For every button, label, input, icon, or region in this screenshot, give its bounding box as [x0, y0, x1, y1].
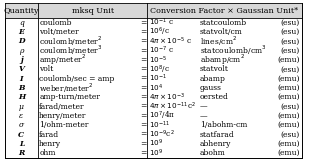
Text: j: j [20, 56, 23, 64]
Text: $10^{-1}$: $10^{-1}$ [149, 73, 168, 84]
Text: V: V [19, 65, 24, 73]
Text: =: = [140, 65, 147, 73]
Text: $10^{-1}$ c: $10^{-1}$ c [149, 17, 174, 28]
Text: lines/cm$^2$: lines/cm$^2$ [200, 35, 237, 48]
Text: ohm: ohm [39, 149, 56, 157]
Text: abhenry: abhenry [200, 140, 231, 148]
Text: =: = [140, 103, 147, 111]
Text: (esu): (esu) [280, 38, 300, 45]
Text: I: I [19, 75, 23, 83]
Text: ρ: ρ [19, 47, 24, 55]
Text: statvolt: statvolt [200, 65, 229, 73]
Text: =: = [140, 149, 147, 157]
Text: 1/ohm-meter: 1/ohm-meter [39, 121, 89, 129]
Text: $10^4$: $10^4$ [149, 82, 164, 94]
Text: abamp/cm$^2$: abamp/cm$^2$ [200, 53, 245, 67]
Text: (emu): (emu) [277, 56, 300, 64]
Text: $10^8$/c: $10^8$/c [149, 63, 170, 76]
Text: coulomb: coulomb [39, 19, 72, 27]
Text: Quantity: Quantity [4, 7, 39, 15]
Text: amp-turn/meter: amp-turn/meter [39, 93, 100, 101]
Text: =: = [140, 131, 147, 138]
Text: (esu): (esu) [280, 131, 300, 138]
Text: (emu): (emu) [277, 149, 300, 157]
Text: farad: farad [39, 131, 59, 138]
Text: $10^6$/c: $10^6$/c [149, 26, 170, 38]
Text: statfarad: statfarad [200, 131, 235, 138]
Text: Conversion Factor × Gaussian Unit*: Conversion Factor × Gaussian Unit* [150, 7, 299, 15]
Text: $10^9$: $10^9$ [149, 147, 164, 159]
Text: $10^{-11}$: $10^{-11}$ [149, 120, 171, 131]
Text: C: C [18, 131, 24, 138]
Text: coulomb/sec = amp: coulomb/sec = amp [39, 75, 115, 83]
Text: statcoulomb/cm$^3$: statcoulomb/cm$^3$ [200, 44, 267, 57]
Text: 1/abohm-cm: 1/abohm-cm [200, 121, 247, 129]
Text: =: = [140, 93, 147, 101]
Text: gauss: gauss [200, 84, 222, 92]
Text: (emu): (emu) [277, 84, 300, 92]
Text: H: H [18, 93, 25, 101]
Text: —: — [200, 112, 208, 120]
Text: R: R [18, 149, 24, 157]
Text: $4\pi \times 10^{-5}$ c: $4\pi \times 10^{-5}$ c [149, 36, 192, 47]
Text: $10^7$/4π: $10^7$/4π [149, 110, 176, 122]
Text: =: = [140, 112, 147, 120]
Text: —: — [200, 103, 208, 111]
Text: farad/meter: farad/meter [39, 103, 85, 111]
Text: (emu): (emu) [277, 112, 300, 120]
Text: statcoulomb: statcoulomb [200, 19, 247, 27]
Text: (esu): (esu) [280, 28, 300, 36]
Text: (esu): (esu) [280, 103, 300, 111]
Text: (emu): (emu) [277, 75, 300, 83]
Text: q: q [19, 19, 24, 27]
Bar [5, 3, 302, 18]
Text: =: = [140, 28, 147, 36]
Text: $10^9$: $10^9$ [149, 138, 164, 149]
Text: =: = [140, 19, 147, 27]
Text: henry: henry [39, 140, 61, 148]
Text: =: = [140, 140, 147, 148]
Text: $4\pi \times 10^{-11}$c$^2$: $4\pi \times 10^{-11}$c$^2$ [149, 101, 196, 112]
Text: =: = [140, 75, 147, 83]
Text: =: = [140, 84, 147, 92]
Text: henry/meter: henry/meter [39, 112, 87, 120]
Text: =: = [140, 38, 147, 45]
Text: coulomb/meter$^3$: coulomb/meter$^3$ [39, 44, 103, 57]
Text: $10^{-9}$c$^2$: $10^{-9}$c$^2$ [149, 129, 175, 140]
Text: ε: ε [19, 112, 24, 120]
Text: (emu): (emu) [277, 140, 300, 148]
Text: σ: σ [19, 121, 24, 129]
Text: (emu): (emu) [277, 121, 300, 129]
Text: μ: μ [19, 103, 24, 111]
Text: (esu): (esu) [280, 19, 300, 27]
Text: (esu): (esu) [280, 47, 300, 55]
Text: B: B [18, 84, 25, 92]
Text: =: = [140, 47, 147, 55]
Text: =: = [140, 121, 147, 129]
Text: abamp: abamp [200, 75, 226, 83]
Text: D: D [18, 38, 25, 45]
Text: (esu): (esu) [280, 65, 300, 73]
Text: volt: volt [39, 65, 53, 73]
Text: weber/meter$^2$: weber/meter$^2$ [39, 81, 94, 95]
Text: abohm: abohm [200, 149, 226, 157]
Text: $10^{-5}$: $10^{-5}$ [149, 54, 168, 66]
Text: $4\pi \times 10^{-3}$: $4\pi \times 10^{-3}$ [149, 92, 186, 103]
Text: amp/meter$^2$: amp/meter$^2$ [39, 53, 86, 67]
Text: L: L [19, 140, 24, 148]
Text: E: E [19, 28, 24, 36]
Text: oersted: oersted [200, 93, 229, 101]
Text: volt/meter: volt/meter [39, 28, 79, 36]
Text: statvolt/cm: statvolt/cm [200, 28, 243, 36]
Text: (emu): (emu) [277, 93, 300, 101]
Text: mksq Unit: mksq Unit [72, 7, 114, 15]
Text: =: = [140, 56, 147, 64]
Text: $10^{-7}$ c: $10^{-7}$ c [149, 45, 174, 56]
Text: coulomb/meter$^2$: coulomb/meter$^2$ [39, 35, 103, 48]
